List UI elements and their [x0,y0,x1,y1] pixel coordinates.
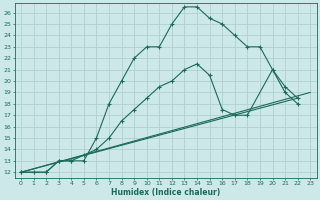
X-axis label: Humidex (Indice chaleur): Humidex (Indice chaleur) [111,188,220,197]
